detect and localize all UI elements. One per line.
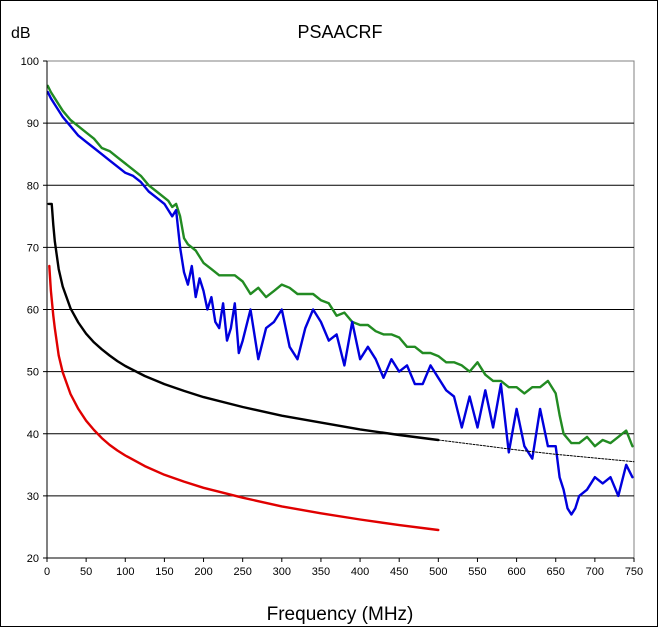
x-tick-label: 700 bbox=[586, 566, 604, 578]
x-tick-label: 400 bbox=[351, 566, 369, 578]
chart-title: PSAACRF bbox=[297, 22, 382, 42]
series-line-5 bbox=[48, 264, 440, 532]
y-tick-label: 100 bbox=[21, 56, 39, 68]
x-axis-title: Frequency (MHz) bbox=[267, 604, 414, 625]
x-tick-label: 100 bbox=[116, 566, 134, 578]
y-tick-label: 70 bbox=[27, 242, 39, 254]
y-axis-label: dB bbox=[11, 25, 31, 42]
series-line-2 bbox=[46, 90, 634, 516]
x-tick-label: 500 bbox=[429, 566, 447, 578]
y-tick-label: 20 bbox=[27, 553, 39, 565]
x-tick-labels: 0 50 100 150 200 250 300 350 400 450 500 550 600 650 7… bbox=[44, 558, 643, 578]
x-tick-label: 600 bbox=[507, 566, 525, 578]
x-tick-label: 550 bbox=[468, 566, 486, 578]
y-tick-label: 60 bbox=[27, 305, 39, 317]
x-tick-label: 300 bbox=[273, 566, 291, 578]
x-tick-label: 450 bbox=[390, 566, 408, 578]
x-tick-label: 750 bbox=[625, 566, 643, 578]
x-tick-label: 50 bbox=[80, 566, 92, 578]
series-line-4 bbox=[437, 439, 635, 463]
y-tick-label: 40 bbox=[27, 429, 39, 441]
x-tick-label: 0 bbox=[44, 566, 50, 578]
y-tick-labels: 20 30 40 50 60 70 80 90 100 bbox=[21, 56, 47, 565]
y-tick-label: 80 bbox=[27, 180, 39, 192]
x-tick-label: 250 bbox=[233, 566, 251, 578]
x-tick-label: 650 bbox=[547, 566, 565, 578]
series-line-1 bbox=[46, 84, 634, 448]
x-tick-label: 150 bbox=[155, 566, 173, 578]
y-tick-label: 90 bbox=[27, 118, 39, 130]
x-tick-label: 200 bbox=[194, 566, 212, 578]
y-tick-label: 50 bbox=[27, 367, 39, 379]
series-line-3 bbox=[47, 202, 440, 442]
series-layer bbox=[46, 84, 635, 532]
x-tick-label: 350 bbox=[312, 566, 330, 578]
y-tick-label: 30 bbox=[27, 491, 39, 503]
